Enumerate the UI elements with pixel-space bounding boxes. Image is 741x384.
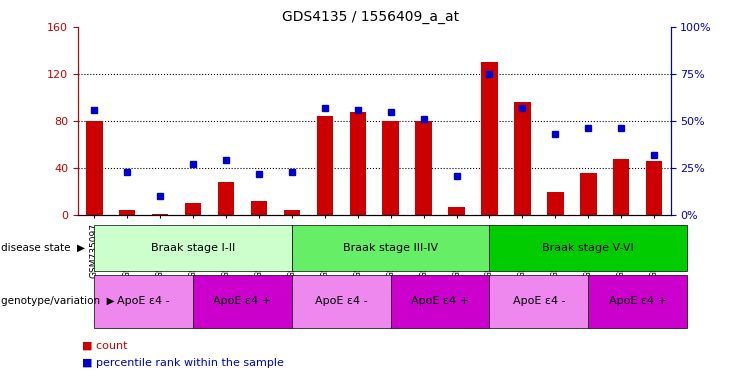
- Text: GDS4135 / 1556409_a_at: GDS4135 / 1556409_a_at: [282, 10, 459, 23]
- Bar: [250, 201, 268, 215]
- Text: ApoE ε4 -: ApoE ε4 -: [513, 296, 565, 306]
- Bar: [580, 173, 597, 215]
- Text: ApoE ε4 -: ApoE ε4 -: [315, 296, 368, 306]
- Bar: [416, 121, 432, 215]
- Bar: [152, 214, 168, 215]
- Bar: [646, 161, 662, 215]
- Text: ApoE ε4 +: ApoE ε4 +: [608, 296, 667, 306]
- Text: ApoE ε4 -: ApoE ε4 -: [117, 296, 170, 306]
- Bar: [86, 121, 102, 215]
- Bar: [382, 121, 399, 215]
- Bar: [547, 192, 564, 215]
- Text: disease state  ▶: disease state ▶: [1, 243, 85, 253]
- Bar: [218, 182, 234, 215]
- Bar: [316, 116, 333, 215]
- Bar: [514, 102, 531, 215]
- Bar: [350, 112, 366, 215]
- Bar: [448, 207, 465, 215]
- Text: ■ count: ■ count: [82, 341, 127, 351]
- Bar: [185, 203, 202, 215]
- Text: ■ percentile rank within the sample: ■ percentile rank within the sample: [82, 358, 283, 368]
- Text: Braak stage I-II: Braak stage I-II: [151, 243, 235, 253]
- Text: ApoE ε4 +: ApoE ε4 +: [411, 296, 469, 306]
- Text: ApoE ε4 +: ApoE ε4 +: [213, 296, 271, 306]
- Bar: [119, 210, 136, 215]
- Bar: [284, 210, 300, 215]
- Text: Braak stage V-VI: Braak stage V-VI: [542, 243, 634, 253]
- Bar: [613, 159, 629, 215]
- Bar: [481, 62, 498, 215]
- Text: genotype/variation  ▶: genotype/variation ▶: [1, 296, 115, 306]
- Text: Braak stage III-IV: Braak stage III-IV: [343, 243, 438, 253]
